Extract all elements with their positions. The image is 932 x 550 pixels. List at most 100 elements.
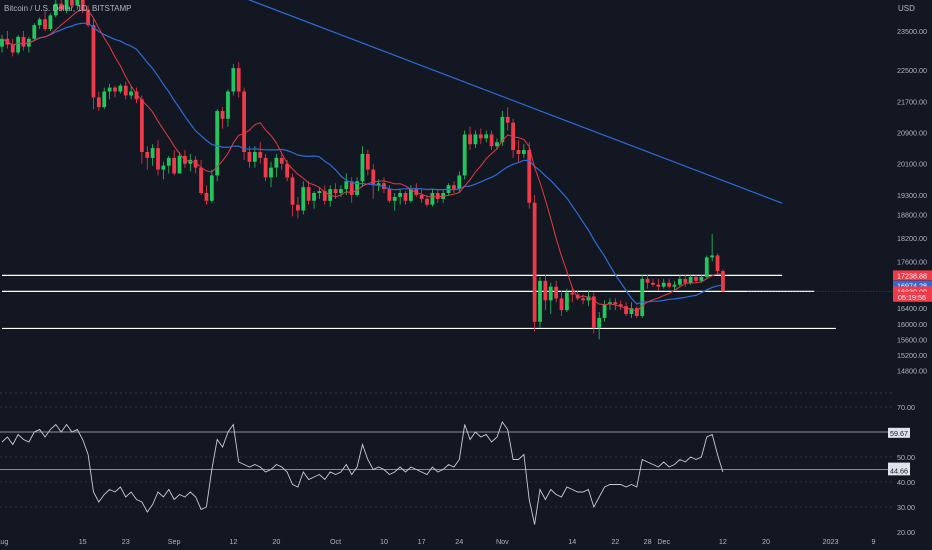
candle-body xyxy=(177,155,182,174)
candle-body xyxy=(21,36,26,47)
candle-body xyxy=(365,153,370,170)
candle-body xyxy=(521,150,526,154)
price-tick-label: 20900.00 xyxy=(897,128,927,137)
candle-body xyxy=(452,185,456,190)
candle-body xyxy=(634,308,639,316)
time-tick-label: 20 xyxy=(272,537,280,546)
price-label-box xyxy=(893,291,932,302)
candle-body xyxy=(263,157,268,178)
candle-body xyxy=(435,193,440,199)
candle-body xyxy=(349,181,354,195)
candle-body xyxy=(145,152,150,158)
candle-body xyxy=(527,150,532,203)
candle-body xyxy=(70,0,74,6)
rsi-tick-label: 50.00 xyxy=(897,453,915,462)
candle-body xyxy=(123,85,128,96)
candle-body xyxy=(715,255,720,272)
candle-body xyxy=(651,282,655,285)
candle-body xyxy=(139,99,144,153)
candle-body xyxy=(575,294,580,299)
time-tick-label: 12 xyxy=(719,537,727,546)
time-tick-label: Oct xyxy=(330,537,341,546)
candle-body xyxy=(462,134,467,176)
trendline[interactable] xyxy=(239,0,783,204)
candle-body xyxy=(376,183,381,186)
candle-body xyxy=(193,159,198,168)
price-tick-label: 16000.00 xyxy=(897,320,927,329)
candle-body xyxy=(570,292,575,295)
candle-body xyxy=(279,157,284,164)
price-tick-label: 15200.00 xyxy=(897,351,927,360)
horizontal-levels[interactable] xyxy=(2,274,893,330)
candle-body xyxy=(516,150,521,154)
candle-body xyxy=(102,91,107,108)
candle-body xyxy=(403,193,408,201)
time-tick-label: Dec xyxy=(657,537,670,546)
candle-body xyxy=(75,0,80,6)
time-tick-label: 10 xyxy=(380,537,388,546)
candle-body xyxy=(398,193,403,197)
candle-body xyxy=(548,286,553,301)
candle-body xyxy=(645,278,650,283)
price-axis[interactable]: 23500.00 22500.00 21700.00 20900.00 20100.00… xyxy=(893,0,932,550)
candle-body xyxy=(306,187,311,201)
candle-body xyxy=(640,278,645,316)
candle-body xyxy=(688,276,693,283)
moving-averages xyxy=(1,9,723,312)
candle-body xyxy=(565,292,569,311)
candle-body xyxy=(425,198,429,205)
candle-body xyxy=(150,148,155,158)
candle-body xyxy=(274,157,279,168)
rsi-tick-label: 70.00 xyxy=(897,403,915,412)
candle-body xyxy=(554,286,559,299)
candle-body xyxy=(721,271,725,292)
time-tick-label: 14 xyxy=(568,537,576,546)
candle-body xyxy=(312,193,316,201)
candle-body xyxy=(538,280,542,322)
price-label-box xyxy=(893,280,932,291)
rsi-tick-label: 40.00 xyxy=(897,478,915,487)
candle-body xyxy=(59,3,64,10)
rsi-value-box xyxy=(888,465,910,476)
candle-body xyxy=(107,87,112,92)
rsi-tick-label: 20.00 xyxy=(897,528,915,537)
rsi-value-text: 44.66 xyxy=(890,466,908,475)
candle-body xyxy=(37,19,42,26)
price-label-box xyxy=(893,270,932,281)
candle-body xyxy=(382,183,386,190)
candle-body xyxy=(344,181,349,190)
time-tick-label: 17 xyxy=(418,537,426,546)
candlesticks xyxy=(0,0,725,340)
price-label-text: 17238.88 xyxy=(897,271,927,280)
candle-body xyxy=(667,282,672,287)
candle-body xyxy=(156,148,160,170)
candle-body xyxy=(220,111,225,119)
time-tick-label: 12 xyxy=(229,537,237,546)
candle-body xyxy=(484,134,489,139)
candle-body xyxy=(489,134,494,147)
time-tick-label: 9 xyxy=(872,537,876,546)
candle-body xyxy=(591,296,596,328)
price-tick-label: 18200.00 xyxy=(897,234,927,243)
price-tick-label: 21700.00 xyxy=(897,97,927,106)
candle-body xyxy=(242,91,246,153)
candle-body xyxy=(301,187,306,211)
candle-body xyxy=(360,153,365,182)
candle-body xyxy=(172,157,177,174)
candle-body xyxy=(322,191,327,201)
candle-body xyxy=(16,36,21,53)
candle-body xyxy=(387,189,392,201)
candle-body xyxy=(586,296,591,301)
candle-body xyxy=(661,282,666,287)
candle-body xyxy=(672,284,677,287)
time-tick-label: Sep xyxy=(168,537,181,546)
candle-body xyxy=(339,189,343,193)
candle-body xyxy=(457,175,462,190)
time-axis[interactable]: Aug1523Sep1220Oct101724Nov142228Dec12202… xyxy=(0,537,876,546)
candle-body xyxy=(597,317,602,328)
candle-body xyxy=(317,191,322,193)
candle-body xyxy=(247,152,252,162)
rsi-line xyxy=(1,421,724,525)
